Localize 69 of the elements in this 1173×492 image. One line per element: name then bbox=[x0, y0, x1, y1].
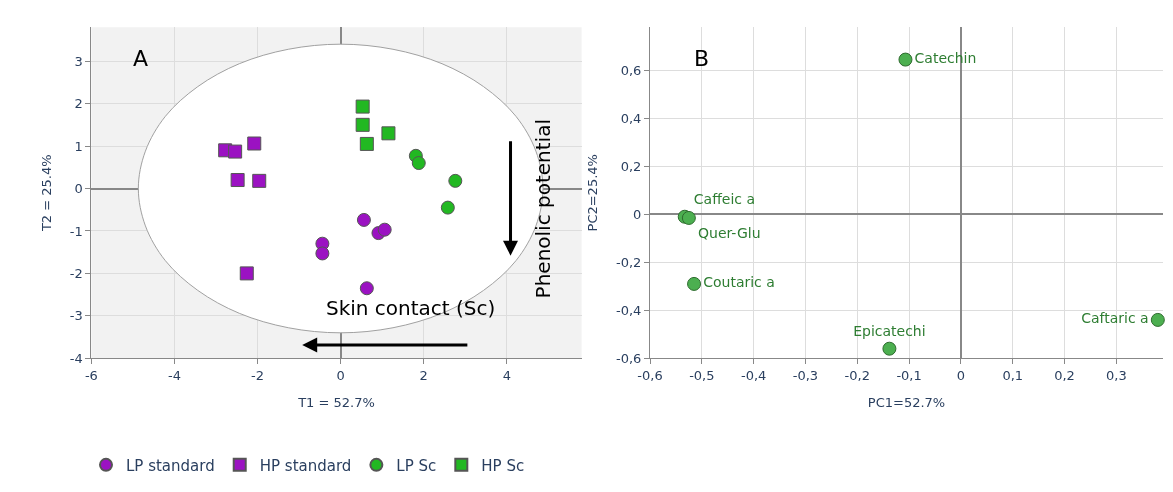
y-tick-label: 1 bbox=[74, 138, 83, 154]
point bbox=[356, 212, 371, 227]
legend-label: LP Sc bbox=[396, 456, 437, 475]
point bbox=[228, 144, 243, 159]
text: A bbox=[133, 46, 149, 71]
series-label: Coutaric a bbox=[703, 274, 775, 291]
y-tick-label: 0,4 bbox=[620, 110, 642, 126]
x-tick-label: 0,3 bbox=[1106, 367, 1127, 383]
point bbox=[252, 173, 267, 188]
point bbox=[355, 99, 370, 114]
y-tick-label: -0,2 bbox=[616, 254, 642, 270]
series-label: Epicatechi bbox=[853, 323, 926, 340]
x-tick-label: 0,1 bbox=[1002, 367, 1024, 383]
point bbox=[359, 281, 374, 296]
y-tick-label: 2 bbox=[74, 96, 83, 112]
x-tick-label: -0,2 bbox=[844, 367, 870, 383]
series-label: Quer-Glu bbox=[697, 224, 761, 241]
legend-label: LP standard bbox=[126, 456, 215, 475]
y-tick-label: -4 bbox=[69, 350, 83, 366]
x-tick-label: 0,2 bbox=[1054, 367, 1075, 383]
annotation: Phenolic potential bbox=[530, 119, 555, 299]
x-tick-label: -0,3 bbox=[792, 367, 819, 383]
y-tick-label: -2 bbox=[69, 265, 83, 281]
x-axis-title: PC1=52.7% bbox=[867, 394, 946, 410]
y-axis-title: PC2=25.4% bbox=[584, 154, 600, 232]
point bbox=[898, 52, 913, 67]
series-label: Caftaric a bbox=[1081, 310, 1149, 327]
y-tick-label: 3 bbox=[74, 53, 83, 69]
legend-label: HP Sc bbox=[481, 456, 525, 475]
x-tick-label: 4 bbox=[502, 367, 511, 383]
series-label: Caffeic a bbox=[693, 191, 756, 208]
point bbox=[315, 246, 330, 261]
y-tick-label: -0,4 bbox=[616, 302, 642, 318]
point bbox=[247, 136, 262, 151]
y-tick-label: 0,2 bbox=[620, 158, 642, 174]
x-tick-label: 2 bbox=[419, 367, 428, 383]
point bbox=[239, 266, 254, 281]
x-tick-label: 0 bbox=[336, 367, 345, 383]
point bbox=[230, 173, 245, 188]
point bbox=[448, 173, 463, 188]
point bbox=[355, 117, 370, 132]
annotation: Skin contact (Sc) bbox=[326, 296, 496, 320]
x-tick-label: -2 bbox=[251, 367, 265, 383]
point bbox=[377, 222, 392, 237]
y-tick-label: 0 bbox=[633, 206, 642, 222]
text: B bbox=[694, 46, 710, 71]
point bbox=[411, 156, 426, 171]
x-tick-label: -4 bbox=[168, 367, 181, 383]
point bbox=[882, 341, 897, 356]
x-tick-label: -0,4 bbox=[740, 367, 767, 383]
y-tick-label: -0,6 bbox=[616, 350, 642, 366]
x-tick-label: -0,6 bbox=[637, 367, 663, 383]
point bbox=[681, 210, 696, 225]
y-tick-label: 0,6 bbox=[620, 62, 642, 78]
x-axis-title: T1 = 52.7% bbox=[297, 394, 375, 410]
x-tick-label: -0,5 bbox=[689, 367, 715, 383]
y-tick-label: 0 bbox=[74, 181, 83, 197]
point bbox=[440, 200, 455, 215]
y-axis-title: T2 = 25.4% bbox=[38, 154, 54, 233]
legend-label: HP standard bbox=[259, 456, 352, 475]
x-tick-label: 0 bbox=[956, 367, 966, 383]
y-tick-label: -1 bbox=[69, 223, 83, 239]
x-tick-label: -6 bbox=[84, 367, 98, 383]
x-tick-label: -0,1 bbox=[896, 367, 922, 383]
point bbox=[359, 136, 374, 151]
point bbox=[381, 126, 396, 141]
point bbox=[1150, 312, 1165, 327]
point bbox=[687, 276, 702, 291]
y-tick-label: -3 bbox=[69, 308, 83, 324]
